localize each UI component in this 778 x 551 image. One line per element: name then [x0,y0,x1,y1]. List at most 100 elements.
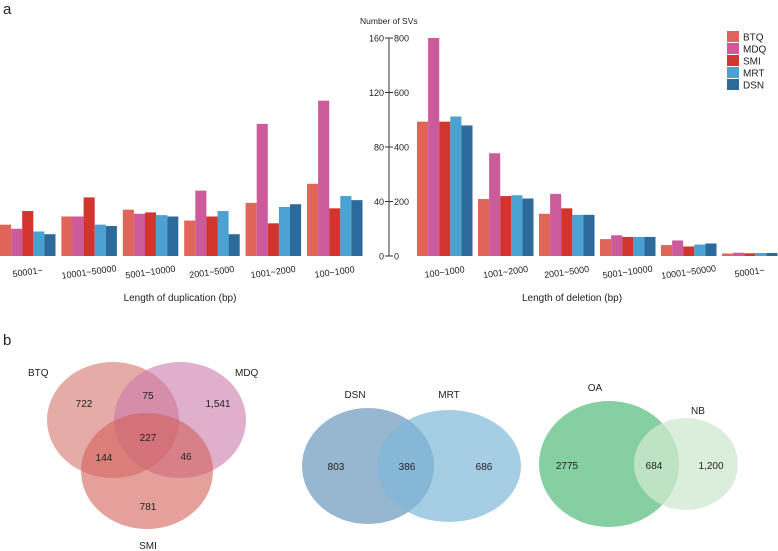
venn-value: 1,200 [698,461,723,472]
x-tick-label: 2001~5000 [189,264,235,280]
bar-mdq [550,193,562,256]
venn-circle-oa [539,401,679,527]
bar-btq [661,245,673,256]
bar-dsn [522,198,534,256]
bar-dsn [105,226,117,256]
bar-btq [245,202,257,256]
bar-smi [145,212,157,256]
bar-dsn [228,234,240,256]
legend-swatch-smi [727,55,739,66]
venn-circle-smi [81,413,213,529]
bar-smi [439,121,451,256]
bar-dsn [583,214,595,256]
bar-mdq [72,216,84,256]
venn-value: 227 [140,433,157,444]
legend-swatch-mrt [727,67,739,78]
bar-mdq [256,123,268,257]
bar-mdq [672,240,684,256]
x-tick-label: 5001~10000 [125,264,176,281]
venn-value: 686 [476,462,493,473]
bar-mdq [318,100,330,256]
x-tick-label: 1001~2000 [250,264,296,280]
y-tick-label: 600 [394,88,409,98]
bar-mrt [572,214,584,256]
venn-value: 144 [96,453,113,464]
x-axis-title-deletion: Length of deletion (bp) [522,293,622,304]
y-tick-label: 160 [369,34,384,44]
x-tick-label: 10001~50000 [61,263,117,281]
y-tick-label: 0 [394,252,399,262]
bar-btq [600,239,612,256]
bar-smi [622,236,634,256]
venn-value: 803 [328,462,345,473]
bar-mrt [340,196,352,256]
x-tick-label: 10001~50000 [660,263,716,281]
legend-label: MRT [743,69,764,80]
venn-circle-mrt [377,410,521,522]
venn-label-oa: OA [588,383,603,394]
bar-mdq [195,190,207,256]
panel-label-b: b [3,332,11,349]
bar-smi [683,246,695,256]
y-tick-label: 80 [374,143,384,153]
bar-smi [267,223,279,256]
bar-dsn [644,236,656,256]
bar-btq [61,216,73,256]
bar-mrt [694,244,706,256]
bar-smi [744,253,756,256]
bar-smi [83,197,95,256]
x-tick-label: 50001~ [734,265,765,279]
bar-dsn [167,216,179,256]
x-tick-label: 5001~10000 [602,264,653,281]
bar-mdq [733,252,745,256]
bar-mrt [450,116,462,256]
bar-mdq [11,228,23,256]
bar-btq [122,209,134,256]
bar-btq [417,121,429,256]
venn-value: 75 [142,391,154,402]
bar-mrt [511,195,523,256]
y-tick-label: 400 [394,143,409,153]
bar-btq [0,224,12,256]
bar-btq [722,253,734,256]
legend-label: MDQ [743,45,767,56]
legend-label: BTQ [743,33,764,44]
legend-label: SMI [743,57,761,68]
y-tick-label: 800 [394,34,409,44]
bar-btq [307,183,319,256]
venn-value: 781 [140,502,157,513]
venn-oa-nb: OA NB 2775 684 1,200 [539,383,738,527]
venn-value: 1,541 [205,399,230,410]
y-tick-label: 0 [379,252,384,262]
bar-smi [206,216,218,256]
bar-btq [184,220,196,256]
bar-dsn [766,253,778,256]
panel-label-a: a [3,1,12,18]
bar-mdq [489,153,501,256]
x-tick-label: 50001~ [12,265,43,279]
bar-dsn [44,234,56,256]
venn-label-mrt: MRT [438,390,459,401]
bar-mrt [633,236,645,256]
bar-mrt [278,206,290,256]
venn-value: 386 [399,462,416,473]
venn-btq-mdq-smi: BTQ MDQ SMI 722 75 1,541 227 144 46 781 [28,362,259,551]
y-tick-label: 120 [369,88,384,98]
venn-circle-nb [634,418,738,510]
bar-mrt [755,253,767,256]
legend-label: DSN [743,81,764,92]
venn-value: 684 [646,461,663,472]
x-tick-label: 100~1000 [314,264,355,280]
bar-dsn [705,243,717,256]
bar-smi [500,196,512,256]
x-tick-label: 2001~5000 [543,264,589,280]
bar-mrt [217,211,229,256]
venn-value: 46 [180,452,192,463]
venn-value: 2775 [556,461,579,472]
venn-label-dsn: DSN [344,390,365,401]
bar-mrt [94,224,106,256]
y-tick-label: 200 [394,197,409,207]
